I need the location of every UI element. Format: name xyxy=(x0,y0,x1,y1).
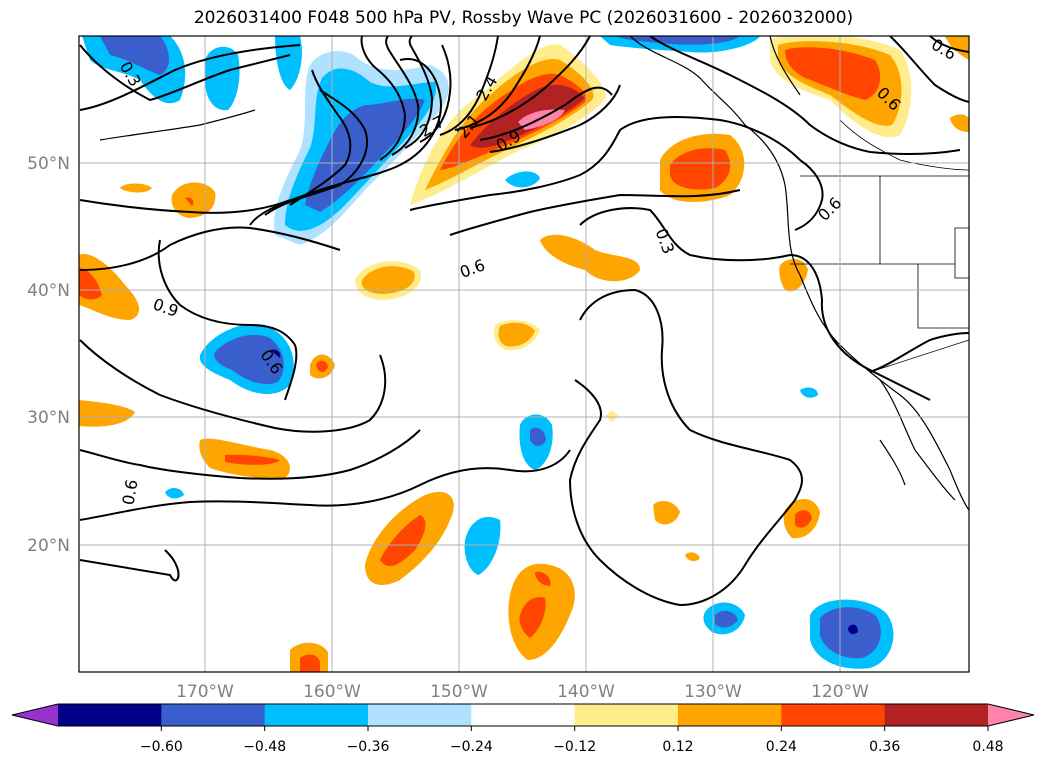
colorbar-segment xyxy=(264,704,369,726)
lon-label-120w: 120°W xyxy=(811,682,869,702)
state-borders xyxy=(790,119,969,373)
lon-label-150w: 150°W xyxy=(430,682,488,702)
colorbar-tick-label: 0.12 xyxy=(662,739,693,755)
colorbar-tick-label: −0.36 xyxy=(347,739,390,755)
colorbar-tick-label: −0.24 xyxy=(450,739,493,755)
colorbar-segment xyxy=(471,704,576,726)
lat-label-50n: 50°N xyxy=(27,154,70,174)
lat-label-30n: 30°N xyxy=(27,408,70,428)
map-frame xyxy=(78,35,970,673)
colorbar-tick-label: 0.36 xyxy=(869,739,900,755)
map-panel: 0.3 2.7 2.4 2.1 0.9 0.6 0.3 0.6 0.9 0.6 … xyxy=(79,36,969,672)
colorbar-tick-label: −0.48 xyxy=(243,739,286,755)
colorbar-tick-label: −0.12 xyxy=(553,739,596,755)
lon-label-170w: 170°W xyxy=(176,682,234,702)
pv-contours xyxy=(79,36,969,607)
colorbar-segment xyxy=(368,704,472,726)
colorbar-extend-high xyxy=(988,704,1034,726)
lat-label-40n: 40°N xyxy=(27,281,70,301)
map-title: 2026031400 F048 500 hPa PV, Rossby Wave … xyxy=(193,8,854,28)
colorbar: −0.60 −0.48 −0.36 −0.24 −0.12 0.12 0.24 0.36 0.4… xyxy=(11,703,1035,755)
colorbar-segment xyxy=(884,704,989,726)
latitude-labels: 50°N 40°N 30°N 20°N xyxy=(27,154,70,556)
lon-label-160w: 160°W xyxy=(303,682,361,702)
colorbar-tick-label: −0.60 xyxy=(140,739,183,755)
longitude-labels: 170°W 160°W 150°W 140°W 130°W 120°W xyxy=(176,682,869,702)
colorbar-tick-label: 0.48 xyxy=(972,739,1003,755)
colorbar-segment xyxy=(781,704,886,726)
colorbar-tick-label: 0.24 xyxy=(766,739,797,755)
colorbar-segment xyxy=(161,704,266,726)
colorbar-segment xyxy=(58,704,162,726)
lat-label-20n: 20°N xyxy=(27,536,70,556)
coastlines xyxy=(99,36,969,511)
lon-label-140w: 140°W xyxy=(557,682,615,702)
colorbar-extend-low xyxy=(12,704,58,726)
colorbar-segment xyxy=(574,704,679,726)
lon-label-130w: 130°W xyxy=(684,682,742,702)
contour-label: 0.6 xyxy=(118,478,141,506)
colorbar-segment xyxy=(678,704,782,726)
